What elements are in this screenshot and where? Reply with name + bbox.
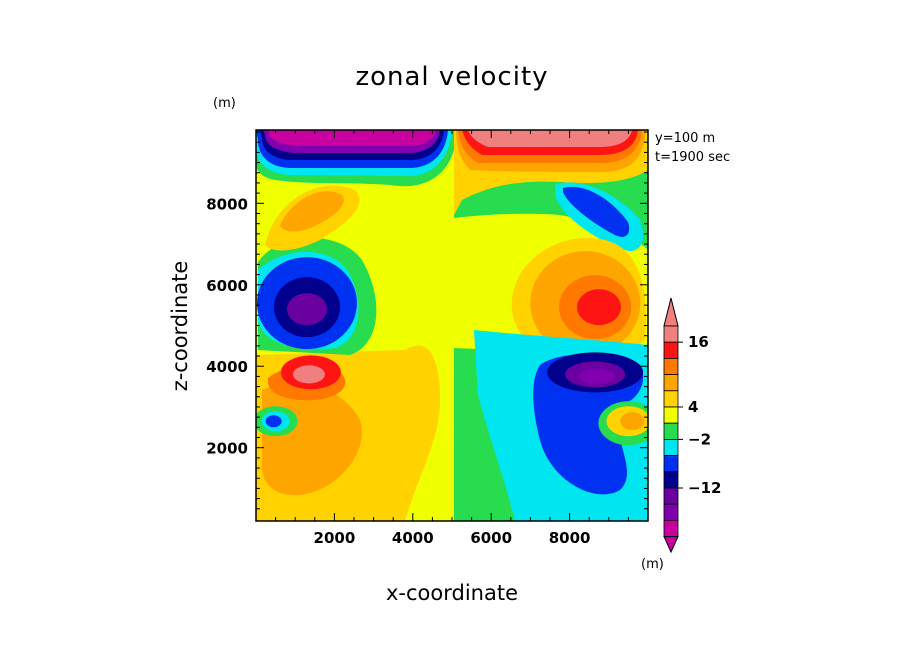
- field-left-upper-orange: [280, 191, 344, 232]
- field-left-small-blue: [265, 415, 282, 428]
- colorbar-swatch: [663, 406, 679, 424]
- colorbar-swatch: [663, 374, 679, 392]
- y-axis-label: z-coordinate: [168, 261, 192, 392]
- colorbar-top-arrow: [663, 297, 679, 327]
- colorbar-swatch: [663, 438, 679, 456]
- annotation-t: t=1900 sec: [655, 150, 730, 165]
- field-right-mid-red: [577, 289, 621, 326]
- y-tick-label: 2000: [206, 440, 248, 458]
- colorbar-swatch: [663, 325, 679, 343]
- y-tick-label: 4000: [206, 358, 248, 376]
- y-unit-label: (m): [213, 96, 236, 111]
- colorbar-swatch: [663, 422, 679, 440]
- x-tick-label: 8000: [549, 529, 591, 547]
- field-left-mid-purple: [286, 293, 327, 326]
- colorbar-bottom-arrow: [663, 536, 679, 554]
- colorbar-swatch: [663, 341, 679, 359]
- field-right-top-pink: [468, 130, 632, 147]
- colorbar-swatch: [663, 503, 679, 521]
- colorbar-swatch: [663, 471, 679, 489]
- colorbar: 16 4 −2 −12: [663, 297, 721, 554]
- field-right-small-orange: [620, 412, 645, 431]
- annotation-y: y=100 m: [655, 131, 715, 146]
- chart-title: zonal velocity: [355, 62, 548, 92]
- y-tick-label: 8000: [206, 195, 248, 213]
- colorbar-label: −12: [688, 479, 721, 497]
- colorbar-swatch: [663, 455, 679, 473]
- x-tick-label: 2000: [314, 529, 356, 547]
- axis-ticks: 2000 4000 6000 8000 2000 4000 6000 8000: [206, 130, 648, 547]
- colorbar-label: 16: [688, 333, 709, 351]
- colorbar-label: 4: [688, 398, 698, 416]
- field-left-top-magenta: [267, 130, 436, 146]
- x-axis-label: x-coordinate: [386, 581, 518, 605]
- contour-field: [256, 130, 648, 521]
- colorbar-swatch: [663, 390, 679, 408]
- colorbar-unit-label: (m): [641, 557, 664, 572]
- colorbar-label: −2: [688, 430, 711, 448]
- colorbar-swatch: [663, 520, 679, 538]
- colorbar-swatch: [663, 487, 679, 505]
- field-center-dip: [430, 208, 454, 225]
- field-right-lower-violet: [579, 368, 616, 385]
- y-tick-label: 6000: [206, 277, 248, 295]
- colorbar-swatch: [663, 357, 679, 375]
- x-tick-label: 6000: [470, 529, 512, 547]
- field-right-upper-blue: [563, 186, 630, 237]
- x-tick-label: 4000: [392, 529, 434, 547]
- field-left-lower-pink: [292, 365, 325, 384]
